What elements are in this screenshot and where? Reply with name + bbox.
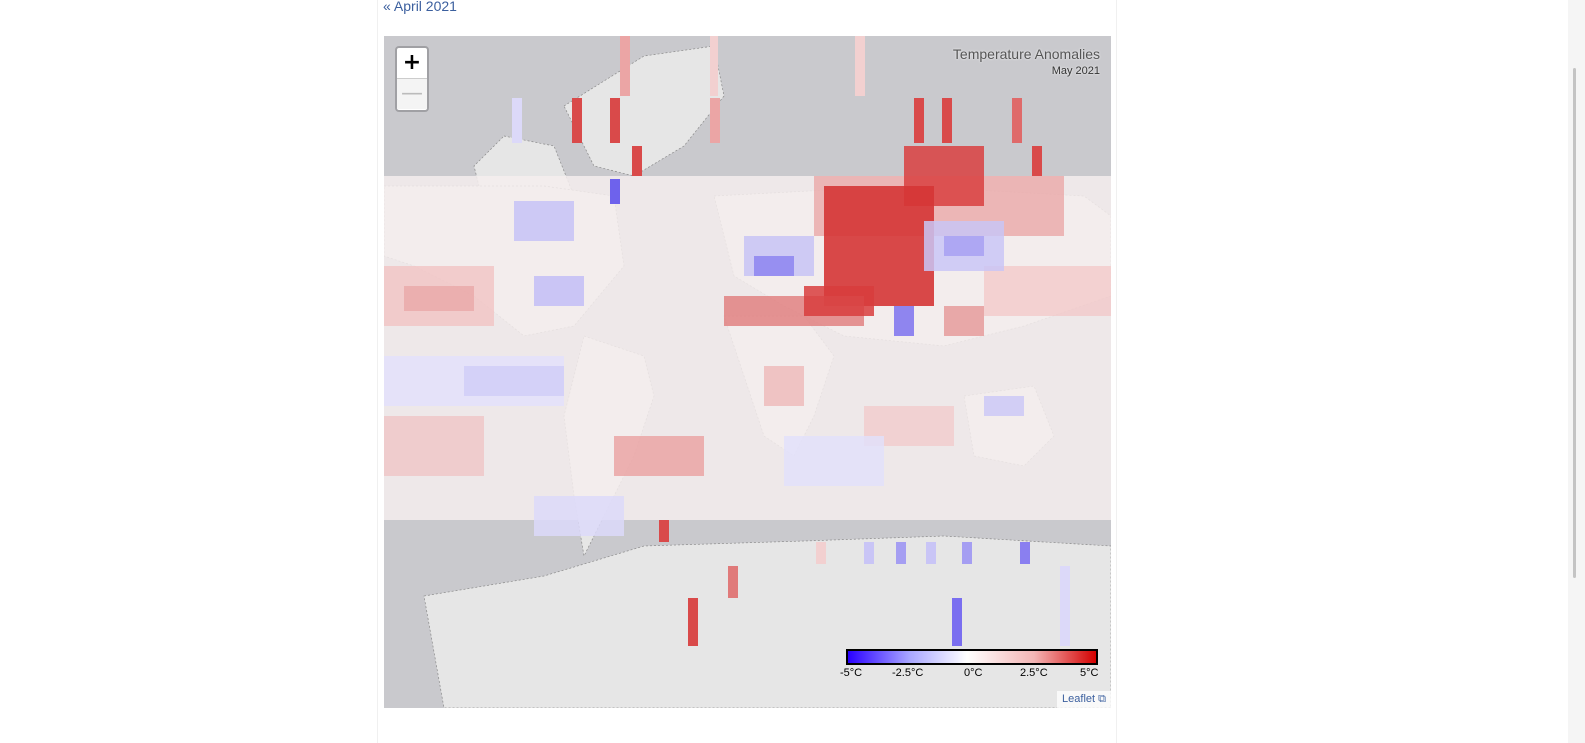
antarctica-shape <box>423 535 1111 708</box>
legend-label-zero: 0°C <box>964 667 983 679</box>
zoom-in-button[interactable]: + <box>397 48 427 79</box>
map-canvas <box>384 36 1111 708</box>
color-legend: -5°C -2.5°C 0°C 2.5°C 5°C <box>840 649 1106 685</box>
external-link-icon: ⧉ <box>1098 693 1106 705</box>
greenland-shape <box>563 45 725 177</box>
map-title: Temperature Anomalies <box>952 46 1100 62</box>
legend-color-bar <box>846 649 1098 665</box>
legend-label-neg-mid: -2.5°C <box>892 667 924 679</box>
scrollbar-thumb[interactable] <box>1573 68 1576 578</box>
previous-month-link[interactable]: « April 2021 <box>383 0 457 14</box>
legend-label-min: -5°C <box>840 667 863 679</box>
attribution-link[interactable]: Leaflet <box>1062 693 1096 705</box>
map-title-box: Temperature Anomalies May 2021 <box>953 46 1100 77</box>
legend-label-pos-mid: 2.5°C <box>1020 667 1048 679</box>
temperature-anomaly-map[interactable]: + — Temperature Anomalies May 2021 -5°C … <box>384 36 1111 708</box>
zoom-control: + — <box>395 46 429 112</box>
page-scrollbar[interactable] <box>1568 0 1585 743</box>
zoom-out-button[interactable]: — <box>397 79 427 109</box>
map-attribution[interactable]: Leaflet ⧉ <box>1057 691 1111 708</box>
anomaly-grid <box>384 36 1111 646</box>
legend-label-max: 5°C <box>1080 667 1099 679</box>
map-subtitle: May 2021 <box>1051 65 1100 77</box>
content-column <box>377 0 1117 743</box>
